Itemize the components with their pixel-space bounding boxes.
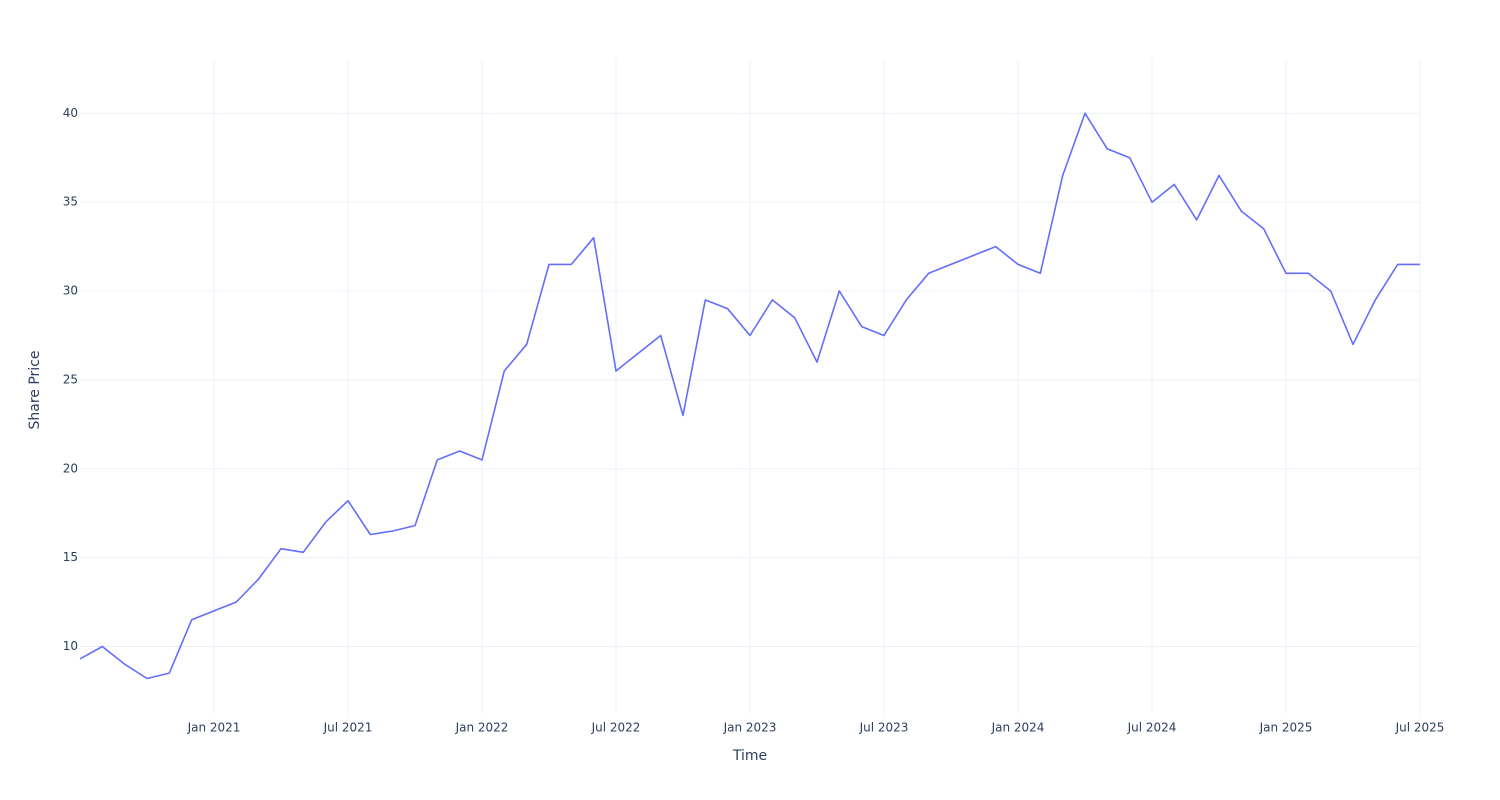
x-tick-label: Jul 2025 <box>1395 721 1445 735</box>
y-tick-label: 35 <box>63 195 78 209</box>
y-tick-label: 40 <box>63 106 78 120</box>
y-tick-label: 15 <box>63 550 78 564</box>
x-tick-label: Jan 2022 <box>455 721 509 735</box>
x-tick-label: Jan 2021 <box>187 721 241 735</box>
price-line <box>79 112 1420 680</box>
y-tick-label: 10 <box>63 639 78 653</box>
y-axis-title: Share Price <box>27 350 43 429</box>
x-tick-label: Jul 2023 <box>859 721 909 735</box>
y-tick-label: 20 <box>63 461 78 475</box>
y-tick-label: 25 <box>63 372 78 386</box>
x-tick-label: Jan 2025 <box>1259 721 1313 735</box>
x-tick-label: Jul 2022 <box>591 721 641 735</box>
x-tick-label: Jan 2024 <box>991 721 1045 735</box>
x-tick-label: Jul 2024 <box>1127 721 1177 735</box>
x-tick-label: Jan 2023 <box>723 721 777 735</box>
x-tick-label: Jul 2021 <box>323 721 373 735</box>
y-tick-label: 30 <box>63 284 78 298</box>
x-axis-title: Time <box>732 748 767 764</box>
